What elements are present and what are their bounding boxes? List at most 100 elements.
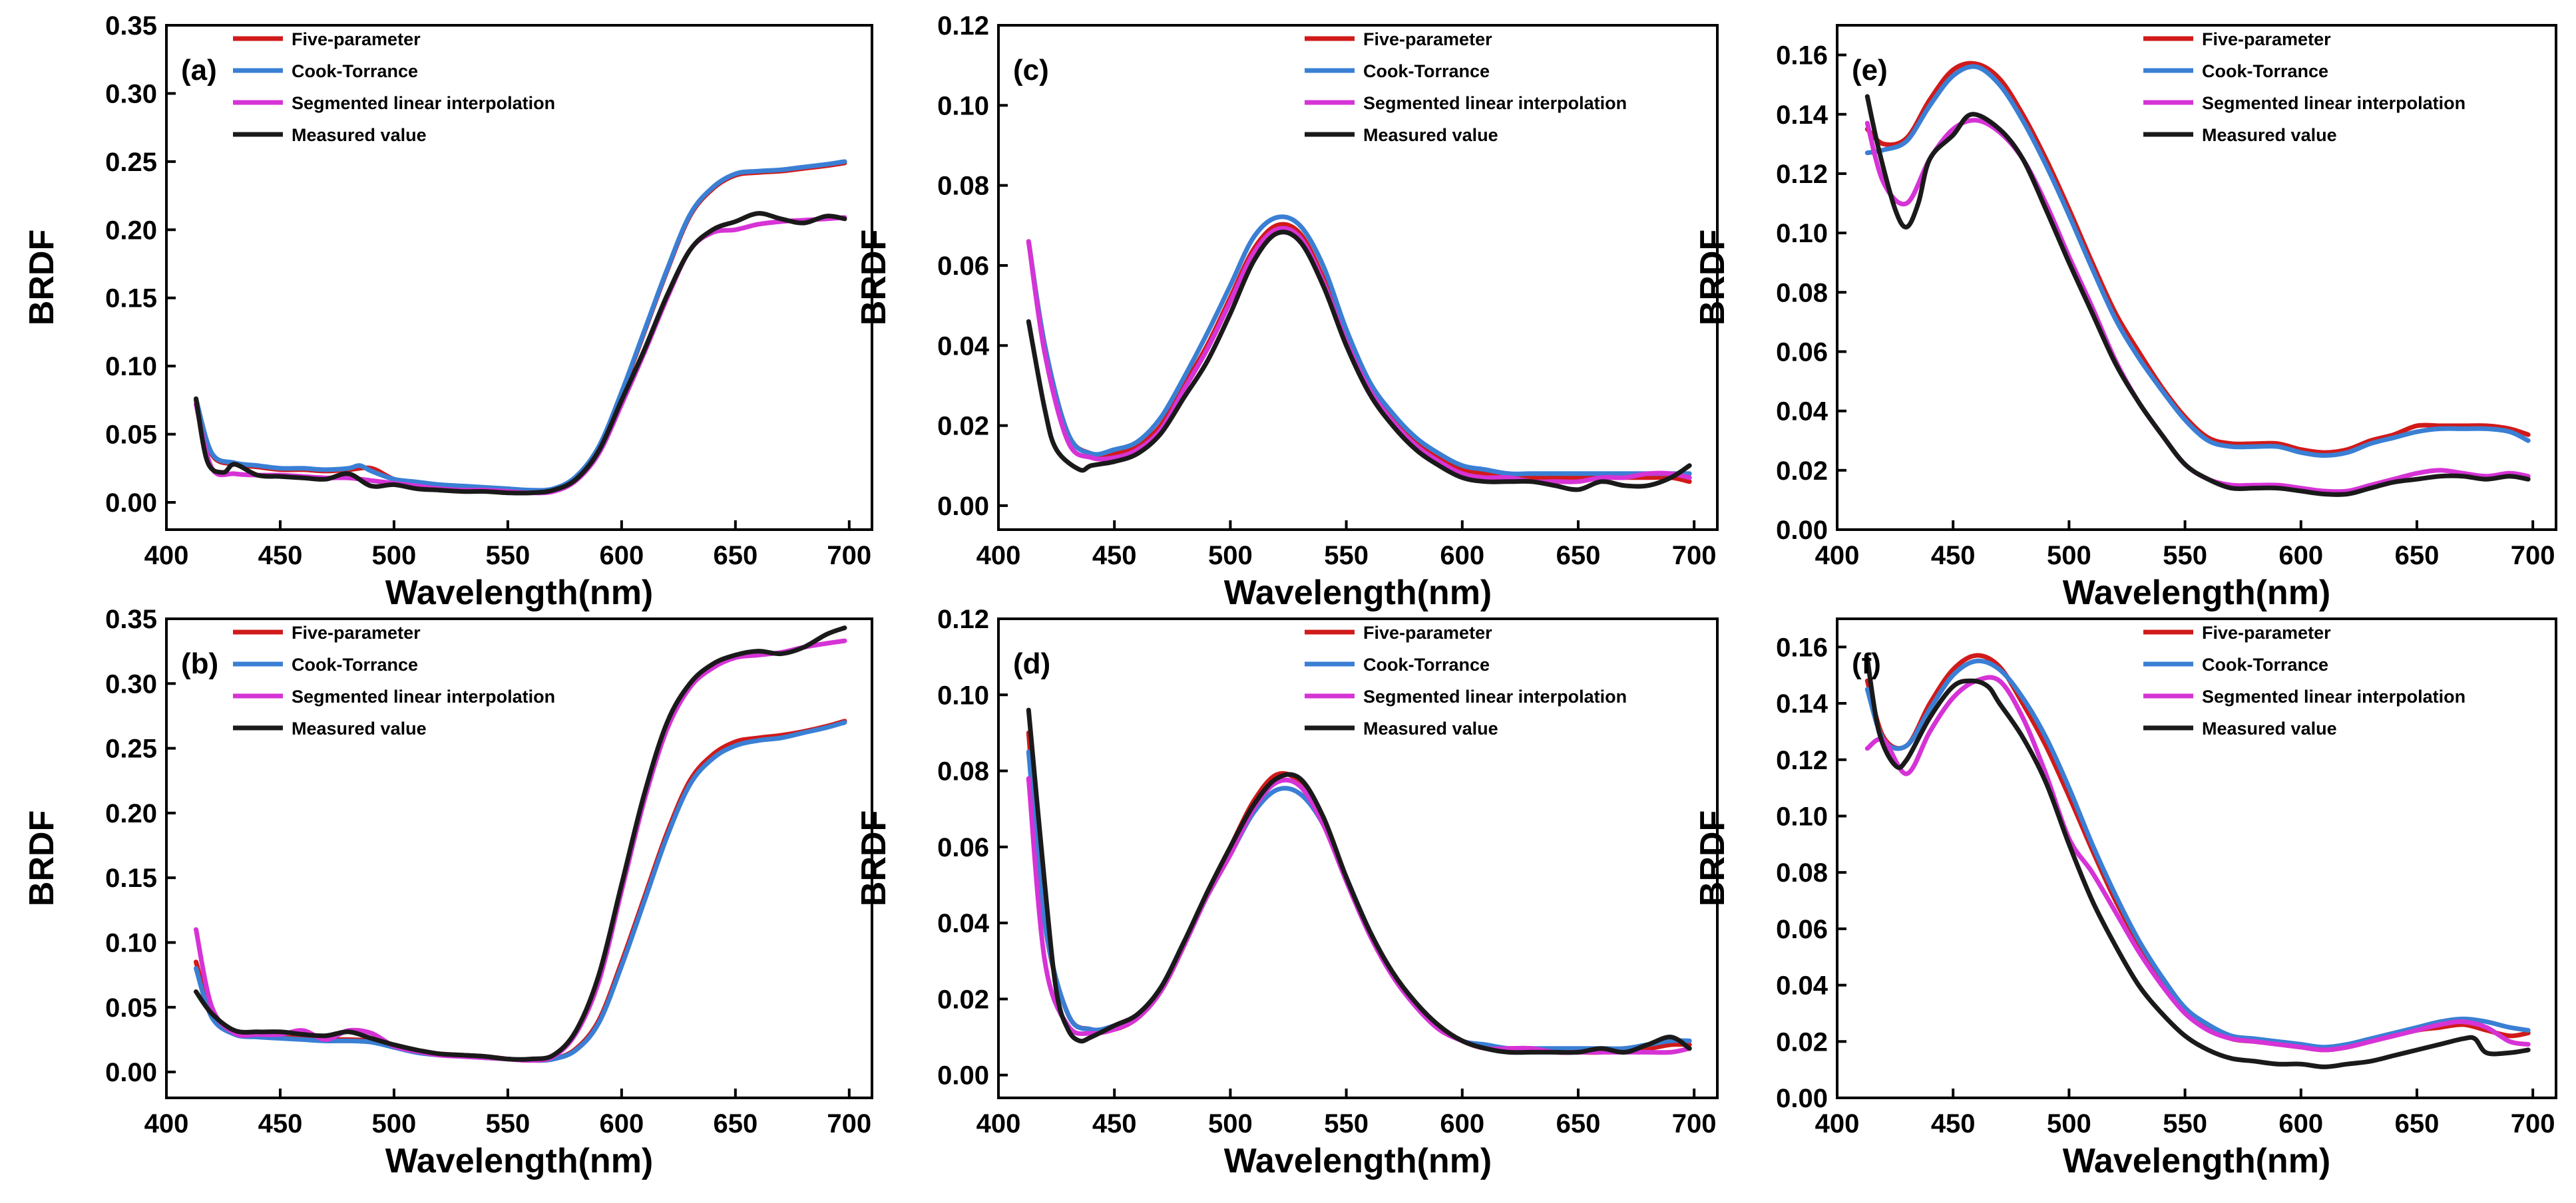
plot-frame [1836,617,2557,1099]
x-tick-label: 400 [976,541,1021,570]
x-tick-label: 450 [1092,541,1137,570]
y-tick-label: 0.20 [105,799,157,828]
x-tick-label: 450 [258,1109,303,1138]
x-tick-label: 450 [1931,1109,1976,1138]
y-tick-label: 0.06 [1776,337,1828,367]
y-tick-label: 0.04 [937,909,990,938]
y-tick-label: 0.35 [105,11,157,41]
y-tick-label: 0.25 [105,735,157,764]
y-tick-label: 0.12 [1776,160,1828,189]
y-tick-label: 0.06 [937,833,989,862]
y-tick-label: 0.14 [1776,100,1828,130]
x-tick-label: 500 [372,1109,417,1138]
y-tick-label: 0.20 [105,216,157,245]
series-line-segmented-linear-interpolation [1026,776,1692,1055]
panel-label: (e) [1852,54,1888,86]
x-tick-label: 650 [1556,1109,1601,1138]
legend-label: Five-parameter [2202,29,2331,49]
y-tick-label: 0.00 [105,1058,157,1087]
y-tick-label: 0.00 [937,492,989,521]
legend: Five-parameter Cook-Torrance Segmented lin… [2143,623,2466,739]
y-tick-label: 0.12 [1776,746,1828,775]
legend-label: Measured value [292,719,427,739]
x-axis-title: Wavelength(nm) [2063,574,2331,612]
y-tick-label: 0.04 [1776,397,1828,427]
series-line-measured-value [194,625,847,1062]
x-tick-label: 700 [2511,541,2555,570]
y-tick-label: 0.10 [937,681,989,710]
series-line-segmented-linear-interpolation [1864,118,2531,494]
series-line-cook-torrance [1026,749,1692,1051]
series-line-measured-value [1864,94,2531,497]
x-axis-title: Wavelength(nm) [1224,574,1492,612]
x-tick-label: 650 [713,541,757,570]
legend-label: Measured value [2202,125,2337,145]
legend-label: Segmented linear interpolation [2202,93,2466,113]
plot-frame [997,24,1719,531]
chart-panel-a: 400 450 500 550 600 650 700 0.00 0.05 0.10 0.15 0.2… [23,11,873,612]
chart-panel-b: 400 450 500 550 600 650 700 0.00 0.05 0.10 0.15 0.2… [23,605,873,1180]
y-tick-label: 0.10 [1776,802,1828,831]
series-line-cook-torrance [194,720,847,1063]
legend-label: Measured value [2202,719,2337,739]
series-line-cook-torrance [194,159,847,493]
x-tick-label: 700 [827,1109,871,1138]
y-axis-title: BRDF [1693,810,1732,906]
y-tick-label: 0.02 [1776,456,1828,486]
y-tick-label: 0.15 [105,864,157,893]
y-tick-label: 0.12 [937,11,989,41]
chart-panel-d: 400 450 500 550 600 650 700 0.00 0.02 0.04 0.06 0.0… [855,605,1719,1180]
series-line-five-parameter [1864,653,2531,1053]
y-tick-label: 0.10 [105,352,157,381]
y-tick-label: 0.06 [937,252,989,281]
plot-frame [165,24,873,531]
y-tick-label: 0.10 [105,928,157,957]
panel-label: (c) [1013,54,1049,86]
legend-label: Cook-Torrance [1363,655,1490,675]
y-axis-title: BRDF [1693,230,1732,325]
series-line-segmented-linear-interpolation [1864,675,2531,1053]
y-tick-label: 0.00 [1776,1084,1828,1113]
y-tick-label: 0.25 [105,148,157,177]
x-tick-label: 550 [2163,1109,2207,1138]
legend-label: Segmented linear interpolation [2202,687,2466,707]
x-tick-label: 700 [1672,1109,1717,1138]
x-tick-label: 450 [258,541,303,570]
x-tick-label: 600 [2278,541,2323,570]
panel-label: (b) [181,647,218,680]
y-axis-title: BRDF [23,230,61,325]
x-tick-label: 700 [1672,541,1717,570]
y-tick-label: 0.04 [937,331,990,361]
x-tick-label: 650 [713,1109,757,1138]
chart-panel-c: 400 450 500 550 600 650 700 0.00 0.02 0.04 0.06 0.0… [855,11,1719,612]
y-tick-label: 0.05 [105,993,157,1023]
x-tick-label: 650 [2395,541,2440,570]
x-tick-label: 400 [144,1109,189,1138]
series-line-five-parameter [1026,222,1692,484]
y-tick-label: 0.14 [1776,689,1828,719]
y-tick-label: 0.16 [1776,41,1828,71]
plot-frame [997,617,1719,1099]
panel-label: (d) [1013,647,1050,680]
y-tick-label: 0.15 [105,284,157,313]
legend-label: Five-parameter [1363,29,1492,49]
y-axis-title: BRDF [855,230,893,325]
y-tick-label: 0.00 [105,488,157,518]
x-tick-label: 550 [486,541,531,570]
x-axis-title: Wavelength(nm) [385,1142,654,1180]
legend-label: Segmented linear interpolation [292,687,555,707]
y-tick-label: 0.10 [1776,219,1828,248]
legend-label: Cook-Torrance [1363,61,1490,81]
y-tick-label: 0.08 [937,757,989,786]
series-line-cook-torrance [1026,214,1692,476]
y-tick-label: 0.12 [937,605,989,634]
legend-label: Segmented linear interpolation [1363,93,1627,113]
series-group [194,159,847,496]
legend-label: Five-parameter [292,623,421,643]
y-tick-label: 0.08 [1776,858,1828,888]
y-tick-label: 0.02 [1776,1027,1828,1057]
plot-frame [1836,24,2557,531]
series-line-five-parameter [194,719,847,1063]
legend: Five-parameter Cook-Torrance Segmented lin… [233,29,555,145]
